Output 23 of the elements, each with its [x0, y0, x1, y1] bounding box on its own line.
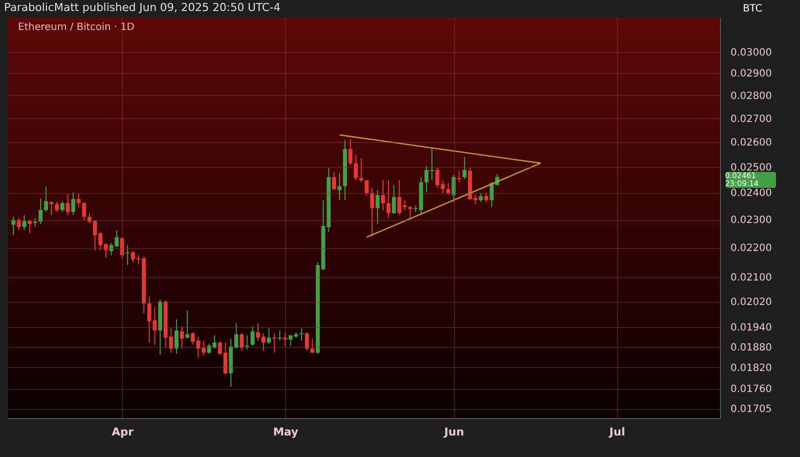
text: Ethereum / Bitcoin · 1D [18, 22, 135, 33]
y-tick-label: 0.02500 [730, 162, 772, 174]
x-tick-label: Apr [112, 426, 134, 438]
x-tick-label: Jun [443, 426, 464, 438]
y-tick-label: 0.02020 [730, 297, 772, 308]
y-axis-title: BTC [742, 4, 762, 14]
y-tick-label: 0.02200 [730, 243, 772, 254]
y-tick-label: 0.01705 [730, 404, 772, 416]
y-tick-label: 0.01760 [730, 384, 772, 396]
y-tick-label: 0.01880 [730, 342, 772, 354]
y-tick-label: 0.03000 [730, 47, 772, 58]
y-tick-label: 0.01940 [730, 322, 772, 334]
y-tick-label: 0.02700 [730, 114, 772, 125]
y-tick-label: 0.02900 [730, 68, 772, 80]
x-tick-label: May [273, 426, 298, 438]
y-tick-label: 0.01820 [730, 362, 772, 374]
text: ParabolicMatt published Jun 09, 2025 20:50 UTC-4 [4, 1, 281, 14]
x-tick-label: Jul [608, 426, 626, 438]
y-tick-label: 0.02600 [730, 138, 772, 149]
y-tick-label: 0.02300 [730, 215, 772, 226]
y-tick-label: 0.02100 [730, 272, 772, 284]
y-tick-label: 0.02800 [730, 90, 772, 102]
y-tick-label: 0.02400 [730, 188, 772, 200]
